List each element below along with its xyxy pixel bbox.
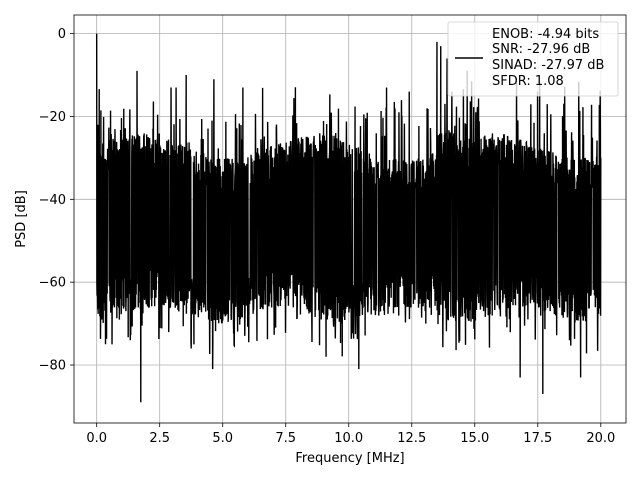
- y-tick-label: 0: [58, 27, 66, 42]
- x-axis: 0.0 2.5 5.0 7.5 10.0 12.5 15.0 17.5 20.0: [86, 423, 615, 446]
- y-axis-label: PSD [dB]: [14, 190, 29, 248]
- legend-box: [447, 21, 619, 97]
- x-axis-label: Frequency [MHz]: [295, 451, 404, 466]
- y-tick-label: −60: [39, 276, 66, 291]
- x-tick-label: 10.0: [334, 431, 363, 446]
- legend-entry-sfdr: SFDR: 1.08: [492, 74, 564, 89]
- plot-frame: [73, 14, 627, 424]
- y-tick-label: −40: [39, 193, 66, 208]
- x-tick-label: 2.5: [149, 431, 170, 446]
- legend-entry-sinad: SINAD: -27.97 dB: [492, 58, 604, 73]
- x-tick-label: 0.0: [86, 431, 107, 446]
- legend-entry-enob: ENOB: -4.94 bits: [492, 27, 599, 42]
- x-tick-label: 17.5: [523, 431, 552, 446]
- y-axis: 0 −20 −40 −60 −80: [39, 27, 74, 374]
- psd-trace: [95, 33, 602, 403]
- x-tick-label: 15.0: [460, 431, 489, 446]
- y-tick-label: −20: [39, 110, 66, 125]
- y-tick-label: −80: [39, 359, 66, 374]
- x-tick-label: 12.5: [397, 431, 426, 446]
- legend: ENOB: -4.94 bits SNR: -27.96 dB SINAD: -…: [447, 21, 619, 97]
- legend-entry-snr: SNR: -27.96 dB: [492, 42, 590, 57]
- x-tick-label: 5.0: [212, 431, 233, 446]
- x-tick-label: 20.0: [586, 431, 615, 446]
- x-tick-label: 7.5: [275, 431, 296, 446]
- psd-series-line: [95, 33, 602, 403]
